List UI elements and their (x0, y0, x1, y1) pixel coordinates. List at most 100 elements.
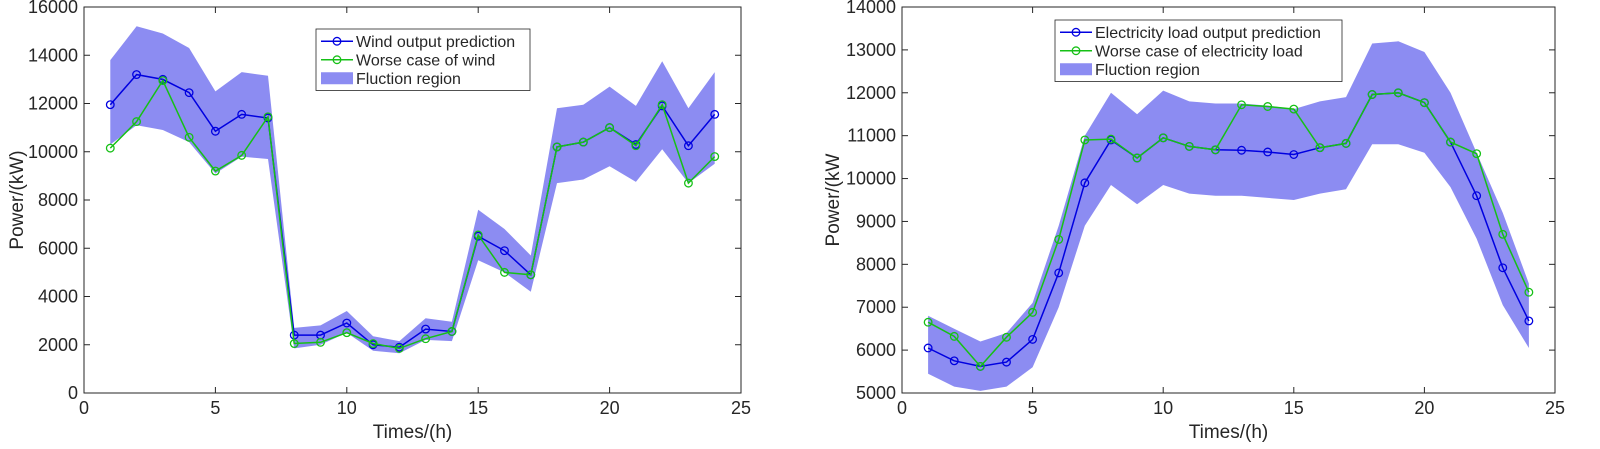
y-tick-label: 9000 (856, 211, 896, 231)
data-point-prediction (710, 109, 720, 119)
legend-entry: Worse case of electricity load (1095, 43, 1303, 60)
fluctuation-region (110, 26, 715, 354)
data-point-prediction (105, 100, 115, 110)
y-tick-label: 4000 (38, 287, 78, 307)
chart-wind: 0 5 10 15 20 25 0 2000 4000 6000 8000 10000 12000 140… (7, 0, 751, 443)
data-point-worst-case (578, 137, 588, 147)
y-tick-label: 6000 (856, 340, 896, 360)
data-point-worst-case (447, 327, 457, 336)
data-point-worst-case (1184, 141, 1194, 151)
x-tick-label: 0 (79, 398, 89, 418)
data-point-worst-case (368, 339, 378, 348)
x-tick-label: 0 (897, 398, 907, 418)
series-line-worst-case (927, 92, 1530, 368)
y-tick-label: 0 (68, 383, 78, 403)
legend-swatch-marker (1071, 27, 1081, 37)
data-point-worst-case (975, 361, 985, 371)
data-point-worst-case (949, 331, 959, 341)
x-tick-label: 10 (1153, 398, 1173, 418)
data-point-worst-case (1289, 104, 1299, 114)
data-point-prediction (210, 126, 220, 136)
data-point-worst-case (657, 100, 667, 110)
legend-entry: Worse case of wind (356, 52, 495, 69)
data-point-prediction (132, 70, 142, 79)
data-point-prediction (1028, 334, 1038, 344)
data-point-worst-case (132, 117, 142, 127)
data-point-worst-case (500, 267, 509, 277)
data-point-worst-case (263, 112, 273, 122)
y-tick-label: 8000 (856, 254, 896, 274)
data-point-worst-case (473, 230, 483, 240)
x-tick-label: 15 (468, 398, 488, 418)
legend-entry: Fluction region (356, 71, 461, 88)
data-point-prediction (949, 356, 959, 366)
data-point-worst-case (631, 141, 641, 151)
legend-box (1054, 19, 1343, 82)
data-point-worst-case (1446, 137, 1455, 147)
y-tick-label: 5000 (856, 383, 896, 403)
data-point-worst-case (605, 123, 615, 133)
fluctuation-region (928, 41, 1529, 391)
data-point-worst-case (210, 166, 220, 176)
x-axis-label: Times/(h) (373, 422, 453, 443)
y-tick-label: 8000 (38, 190, 78, 210)
data-point-prediction (683, 141, 693, 151)
x-tick-label: 5 (210, 398, 220, 418)
x-tick-label: 20 (600, 398, 620, 418)
y-tick-label: 14000 (846, 0, 896, 17)
data-point-prediction (184, 88, 194, 98)
y-tick-label: 10000 (28, 142, 78, 162)
data-point-worst-case (421, 334, 431, 344)
data-point-worst-case (289, 339, 299, 348)
data-point-worst-case (394, 343, 404, 353)
data-point-worst-case (1132, 153, 1142, 163)
y-tick-label: 6000 (38, 238, 78, 258)
data-point-prediction (1289, 150, 1299, 159)
data-point-prediction (1237, 145, 1247, 155)
data-point-prediction (342, 318, 352, 328)
legend-swatch-region (1060, 63, 1092, 76)
legend-swatch-marker (332, 55, 342, 65)
x-tick-label: 10 (337, 398, 357, 418)
data-point-prediction (923, 343, 933, 353)
data-point-worst-case (1054, 235, 1064, 244)
data-point-prediction (1263, 147, 1273, 157)
data-point-prediction (1054, 268, 1064, 278)
data-point-worst-case (1002, 332, 1011, 342)
data-point-worst-case (1237, 100, 1247, 110)
data-point-prediction (421, 324, 431, 334)
data-point-worst-case (1472, 149, 1482, 159)
data-point-worst-case (526, 270, 536, 280)
data-point-worst-case (342, 328, 352, 338)
y-tick-label: 14000 (28, 45, 78, 65)
y-tick-label: 13000 (846, 40, 896, 60)
x-tick-label: 5 (1028, 398, 1038, 418)
data-point-worst-case (1158, 133, 1168, 143)
data-point-worst-case (1367, 90, 1377, 99)
data-point-prediction (1498, 263, 1508, 273)
data-point-worst-case (1028, 307, 1038, 317)
data-point-worst-case (1524, 287, 1534, 297)
y-tick-label: 12000 (846, 83, 896, 103)
y-tick-label: 11000 (847, 126, 896, 146)
data-point-prediction (1080, 178, 1090, 188)
legend-entry: Fluction region (1095, 62, 1200, 79)
x-axis-label: Times/(h) (1189, 422, 1269, 443)
data-point-worst-case (1263, 102, 1273, 111)
y-tick-label: 7000 (856, 297, 896, 317)
data-point-worst-case (316, 337, 325, 347)
x-tick-label: 20 (1414, 398, 1434, 418)
x-tick-label: 15 (1284, 398, 1304, 418)
data-point-worst-case (105, 143, 115, 153)
y-axis-label: Power/(kW (823, 153, 844, 246)
data-point-prediction (1002, 357, 1011, 367)
y-tick-label: 16000 (28, 0, 78, 17)
data-point-worst-case (1498, 229, 1508, 239)
x-tick-label: 25 (1545, 398, 1565, 418)
data-point-worst-case (1341, 138, 1351, 148)
data-point-prediction (500, 246, 509, 256)
data-point-worst-case (710, 152, 720, 162)
legend-swatch-region (321, 72, 353, 85)
y-tick-label: 12000 (28, 94, 78, 114)
